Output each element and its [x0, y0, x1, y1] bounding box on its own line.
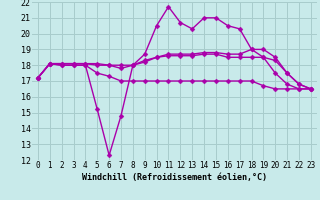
- X-axis label: Windchill (Refroidissement éolien,°C): Windchill (Refroidissement éolien,°C): [82, 173, 267, 182]
